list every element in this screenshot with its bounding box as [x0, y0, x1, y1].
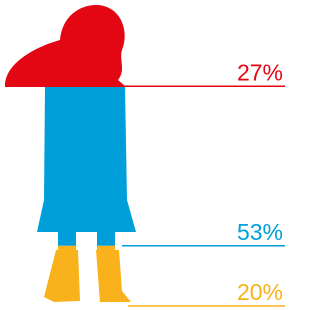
band — [0, 5, 150, 86]
band — [0, 86, 150, 246]
figure — [0, 5, 150, 306]
page: 27%53%20% (() => { const data = JSON.par… — [0, 0, 320, 310]
chart: 27% 53% 20% — [0, 0, 285, 310]
value-label: 27% — [237, 59, 283, 85]
value-label: 20% — [237, 279, 283, 305]
value-label: 53% — [237, 219, 283, 245]
band — [0, 246, 150, 306]
